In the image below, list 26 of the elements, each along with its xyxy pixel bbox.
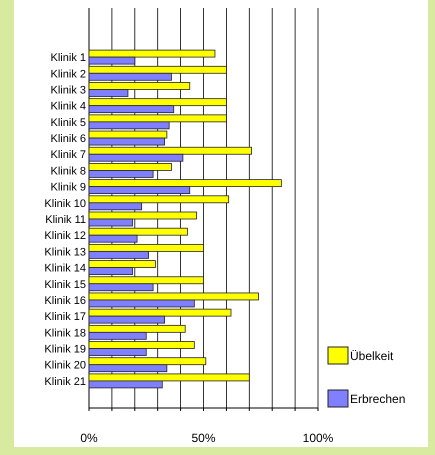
y-tick-label: Klinik 15 — [44, 278, 86, 291]
y-tick-label: Klinik 10 — [44, 198, 86, 210]
y-tick-label: Klinik 21 — [44, 376, 86, 388]
y-tick-label: Klinik 12 — [44, 230, 86, 242]
y-tick-label: Klinik 17 — [44, 311, 86, 324]
y-tick-label: Klinik 6 — [50, 133, 86, 146]
y-tick-label: Klinik 19 — [44, 344, 86, 356]
y-tick-label: Klinik 5 — [50, 116, 86, 129]
legend-label: Erbrechen — [350, 392, 406, 406]
y-tick-label: Klinik 16 — [44, 294, 86, 307]
y-tick-label: Klinik 8 — [50, 165, 86, 178]
y-tick-label: Klinik 4 — [50, 100, 86, 113]
x-tick-label: 50% — [191, 431, 216, 445]
x-tick-label: 100% — [302, 431, 334, 445]
y-tick-label: Klinik 7 — [50, 149, 86, 162]
y-tick-label: Klinik 18 — [44, 327, 86, 340]
x-tick-label: 0% — [80, 431, 98, 445]
y-tick-label: Klinik 1 — [50, 52, 86, 64]
y-tick-label: Klinik 14 — [44, 262, 86, 275]
y-tick-label: Klinik 9 — [50, 182, 86, 194]
y-tick-label: Klinik 2 — [50, 68, 86, 80]
legend-label: Übelkeit — [350, 349, 394, 363]
y-tick-label: Klinik 3 — [50, 84, 86, 96]
y-tick-label: Klinik 20 — [44, 360, 86, 372]
y-tick-label: Klinik 11 — [45, 214, 86, 226]
y-tick-label: Klinik 13 — [44, 246, 86, 258]
